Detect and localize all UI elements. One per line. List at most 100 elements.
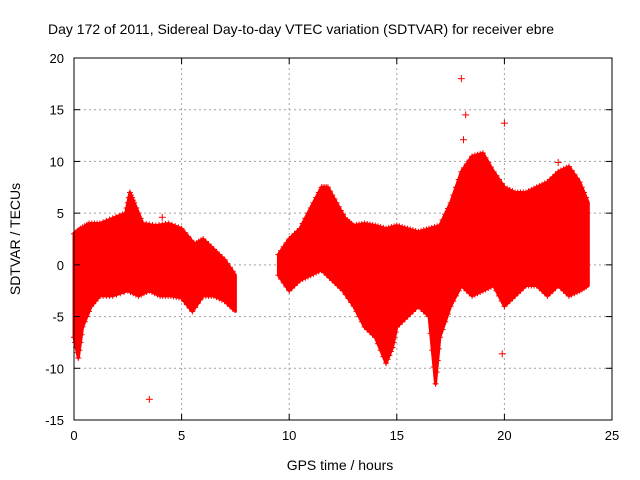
- data-point-marker: [294, 279, 301, 286]
- data-point-marker: [574, 289, 581, 296]
- data-point-marker: [149, 289, 156, 296]
- data-point-marker: [435, 345, 442, 352]
- data-point-marker: [409, 227, 416, 234]
- data-point-marker: [117, 290, 124, 297]
- data-point-marker: [361, 323, 368, 330]
- data-point-marker: [331, 195, 338, 202]
- data-point-marker: [396, 223, 403, 230]
- data-point-marker: [498, 180, 505, 187]
- data-point-marker: [335, 203, 342, 210]
- data-point-marker: [385, 224, 392, 231]
- data-point-marker: [126, 189, 133, 196]
- data-point-marker: [353, 222, 360, 229]
- data-point-marker: [412, 227, 419, 234]
- data-point-marker: [81, 318, 88, 325]
- data-point-marker: [149, 222, 156, 229]
- data-point-marker: [288, 233, 295, 240]
- data-point-marker: [210, 246, 217, 253]
- data-point-marker: [547, 290, 554, 297]
- data-point-marker: [307, 272, 314, 279]
- data-point-marker: [479, 287, 486, 294]
- data-point-marker: [356, 221, 363, 228]
- data-point-marker: [455, 287, 462, 294]
- x-tick-label: 20: [497, 428, 511, 443]
- x-axis-label: GPS time / hours: [287, 457, 394, 473]
- data-point-marker: [143, 221, 150, 228]
- data-point-marker: [121, 289, 128, 296]
- data-point-marker: [436, 222, 443, 229]
- data-point-marker: [501, 303, 508, 310]
- data-point-marker: [229, 268, 236, 275]
- outlier-point: [498, 350, 506, 358]
- data-point-marker: [565, 292, 572, 299]
- data-point-marker: [563, 290, 570, 297]
- data-point-marker: [487, 283, 494, 290]
- data-point-marker: [493, 287, 500, 294]
- data-point-marker: [369, 331, 376, 338]
- data-point-marker: [305, 210, 312, 217]
- data-point-marker: [578, 184, 585, 191]
- data-point-marker: [429, 347, 436, 354]
- data-point-marker: [109, 215, 116, 222]
- data-point-marker: [138, 291, 145, 298]
- data-point-marker: [447, 199, 454, 206]
- data-point-marker: [490, 168, 497, 175]
- data-point-marker: [504, 300, 511, 307]
- data-point-marker: [323, 272, 330, 279]
- data-point-marker: [428, 224, 435, 231]
- data-point-marker: [192, 304, 199, 311]
- data-point-marker: [539, 287, 546, 294]
- data-point-marker: [434, 223, 441, 230]
- data-point-marker: [340, 287, 346, 294]
- data-point-marker: [576, 179, 583, 186]
- data-point-marker: [482, 154, 489, 161]
- data-point-marker: [221, 298, 228, 305]
- data-point-marker: [213, 294, 220, 301]
- data-point-marker: [172, 223, 179, 230]
- data-point-marker: [366, 221, 373, 228]
- data-point-marker: [122, 210, 129, 217]
- data-point-marker: [442, 318, 449, 325]
- data-point-marker: [162, 221, 169, 228]
- data-point-marker: [539, 181, 546, 188]
- data-point-marker: [364, 326, 371, 333]
- data-point-marker: [77, 339, 84, 346]
- data-point-marker: [151, 290, 158, 297]
- data-point-marker: [291, 282, 298, 289]
- data-point-marker: [463, 287, 470, 294]
- data-point-marker: [213, 248, 220, 255]
- data-point-marker: [426, 225, 433, 232]
- data-point-marker: [288, 285, 295, 292]
- data-point-marker: [173, 293, 180, 300]
- data-point-marker: [409, 308, 416, 315]
- data-point-marker: [275, 251, 282, 258]
- y-tick-label: -10: [45, 361, 64, 376]
- data-point-marker: [455, 176, 462, 183]
- data-point-marker: [391, 223, 398, 230]
- data-point-marker: [310, 199, 317, 206]
- data-point-marker: [131, 199, 138, 206]
- data-point-marker: [283, 283, 290, 290]
- data-point-marker: [283, 239, 290, 246]
- data-point-marker: [418, 305, 425, 312]
- data-point-marker: [348, 299, 355, 306]
- data-point-marker: [423, 226, 430, 233]
- data-point-marker: [227, 303, 234, 310]
- data-point-marker: [146, 221, 153, 228]
- data-point-marker: [178, 294, 185, 301]
- data-point-marker: [333, 199, 340, 206]
- data-point-marker: [321, 269, 328, 276]
- data-point-marker: [139, 220, 146, 227]
- data-point-marker: [547, 176, 554, 183]
- data-point-marker: [533, 184, 540, 191]
- data-point-marker: [186, 305, 193, 312]
- data-point-marker: [83, 313, 90, 320]
- data-point-marker: [447, 303, 454, 310]
- outlier-point: [158, 213, 166, 221]
- data-point-marker: [536, 182, 543, 189]
- data-point-marker: [509, 295, 516, 302]
- data-point-marker: [401, 316, 408, 323]
- data-point-marker: [175, 294, 182, 301]
- data-point-marker: [560, 287, 567, 294]
- data-point-marker: [533, 282, 540, 289]
